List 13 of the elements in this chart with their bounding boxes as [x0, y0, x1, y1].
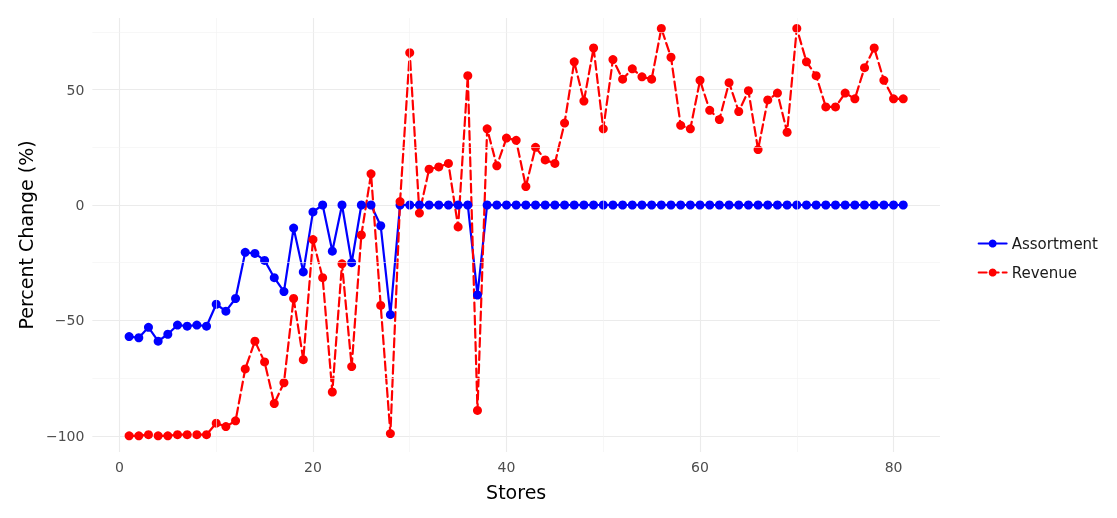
x-tick-label: 80 — [884, 459, 903, 475]
x-tick-label: 0 — [114, 459, 124, 475]
x-tick-label: 20 — [304, 459, 322, 475]
x-axis-title: Stores — [486, 480, 547, 503]
x-tick-label: 40 — [497, 459, 516, 475]
x-tick-label: 60 — [691, 459, 709, 475]
y-axis-title: Percent Change (%) — [14, 140, 37, 330]
legend-label: Revenue — [1011, 263, 1077, 282]
legend-label: Assortment — [1011, 234, 1099, 253]
y-tick-label: 50 — [66, 81, 85, 98]
y-tick-label: 0 — [75, 196, 85, 213]
y-tick-label: −100 — [45, 427, 85, 444]
y-tick-label: −50 — [54, 312, 85, 329]
